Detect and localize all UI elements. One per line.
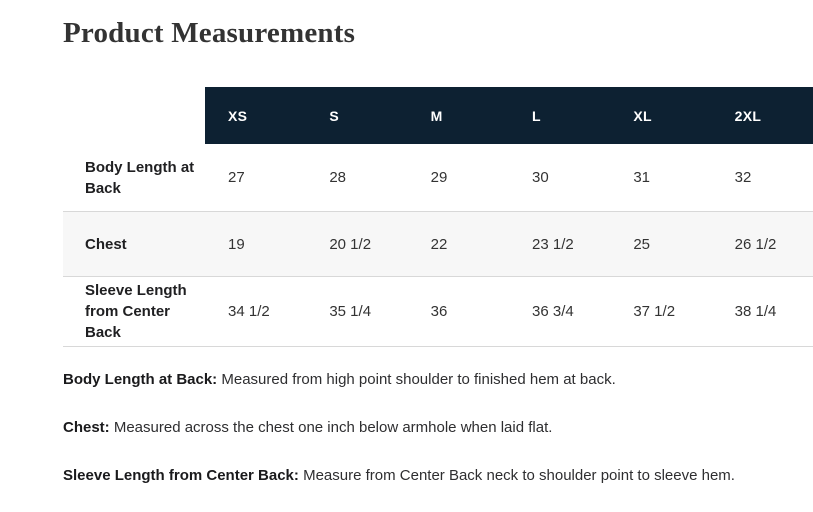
measurement-value: 36 3/4: [532, 303, 574, 320]
measurement-value: 23 1/2: [532, 235, 574, 253]
note-term: Sleeve Length from Center Back:: [63, 467, 299, 484]
note-term: Chest:: [63, 419, 110, 436]
measurement-value: 22: [430, 235, 448, 253]
measurement-value: 36: [430, 303, 448, 320]
row-label: Chest: [85, 235, 127, 253]
measurement-value: 30: [532, 169, 549, 186]
size-header-s: S: [306, 87, 408, 144]
measurement-value: 35 1/4: [329, 303, 372, 320]
measurement-value: 37 1/2: [633, 303, 676, 320]
size-header-m: M: [407, 87, 509, 144]
note-description: Measured from high point shoulder to fin…: [221, 371, 616, 388]
measurement-value: 34 1/2: [228, 303, 270, 320]
size-header-2xl: 2XL: [711, 87, 813, 144]
measurement-value: 29: [430, 169, 448, 186]
measurement-value: 38 1/4: [734, 303, 777, 320]
size-header-xl: XL: [610, 87, 712, 144]
header-corner-cell: [63, 87, 205, 144]
note-body-length: Body Length at Back: Measured from high …: [63, 370, 813, 389]
measurement-value: 26 1/2: [734, 235, 777, 253]
measurement-value: 32: [734, 169, 752, 186]
measurement-value: 27: [228, 169, 245, 186]
table-row-body-length: Body Length at Back 27 28 29 30 31 32: [63, 144, 813, 212]
measurement-value: 20 1/2: [329, 235, 372, 253]
measurement-value: 19: [228, 235, 245, 253]
note-chest: Chest: Measured across the chest one inc…: [63, 418, 813, 437]
page-content: Product Measurements XS S M L XL 2XL Bod…: [63, 17, 813, 485]
size-header-xs: XS: [205, 87, 307, 144]
note-term: Body Length at Back:: [63, 371, 218, 388]
table-row-chest: Chest 19 20 1/2 22 23 1/2 25 26 1/2: [63, 212, 813, 277]
measurement-value: 28: [329, 169, 347, 186]
row-label: Body Length at Back: [85, 158, 195, 197]
table-row-sleeve-length: Sleeve Length from Center Back 34 1/2 35…: [63, 277, 813, 347]
measurement-notes: Body Length at Back: Measured from high …: [63, 370, 813, 485]
note-sleeve-length: Sleeve Length from Center Back: Measure …: [63, 466, 813, 485]
page-title: Product Measurements: [63, 17, 356, 49]
size-header-l: L: [509, 87, 611, 144]
size-measurements-table: XS S M L XL 2XL Body Length at Back 27 2…: [63, 87, 813, 347]
row-label: Sleeve Length from Center Back: [85, 282, 187, 341]
note-description: Measure from Center Back neck to shoulde…: [303, 467, 735, 484]
measurement-value: 25: [633, 235, 651, 253]
size-header-row: XS S M L XL 2XL: [63, 87, 813, 144]
note-description: Measured across the chest one inch below…: [113, 419, 553, 436]
measurement-value: 31: [633, 169, 651, 186]
